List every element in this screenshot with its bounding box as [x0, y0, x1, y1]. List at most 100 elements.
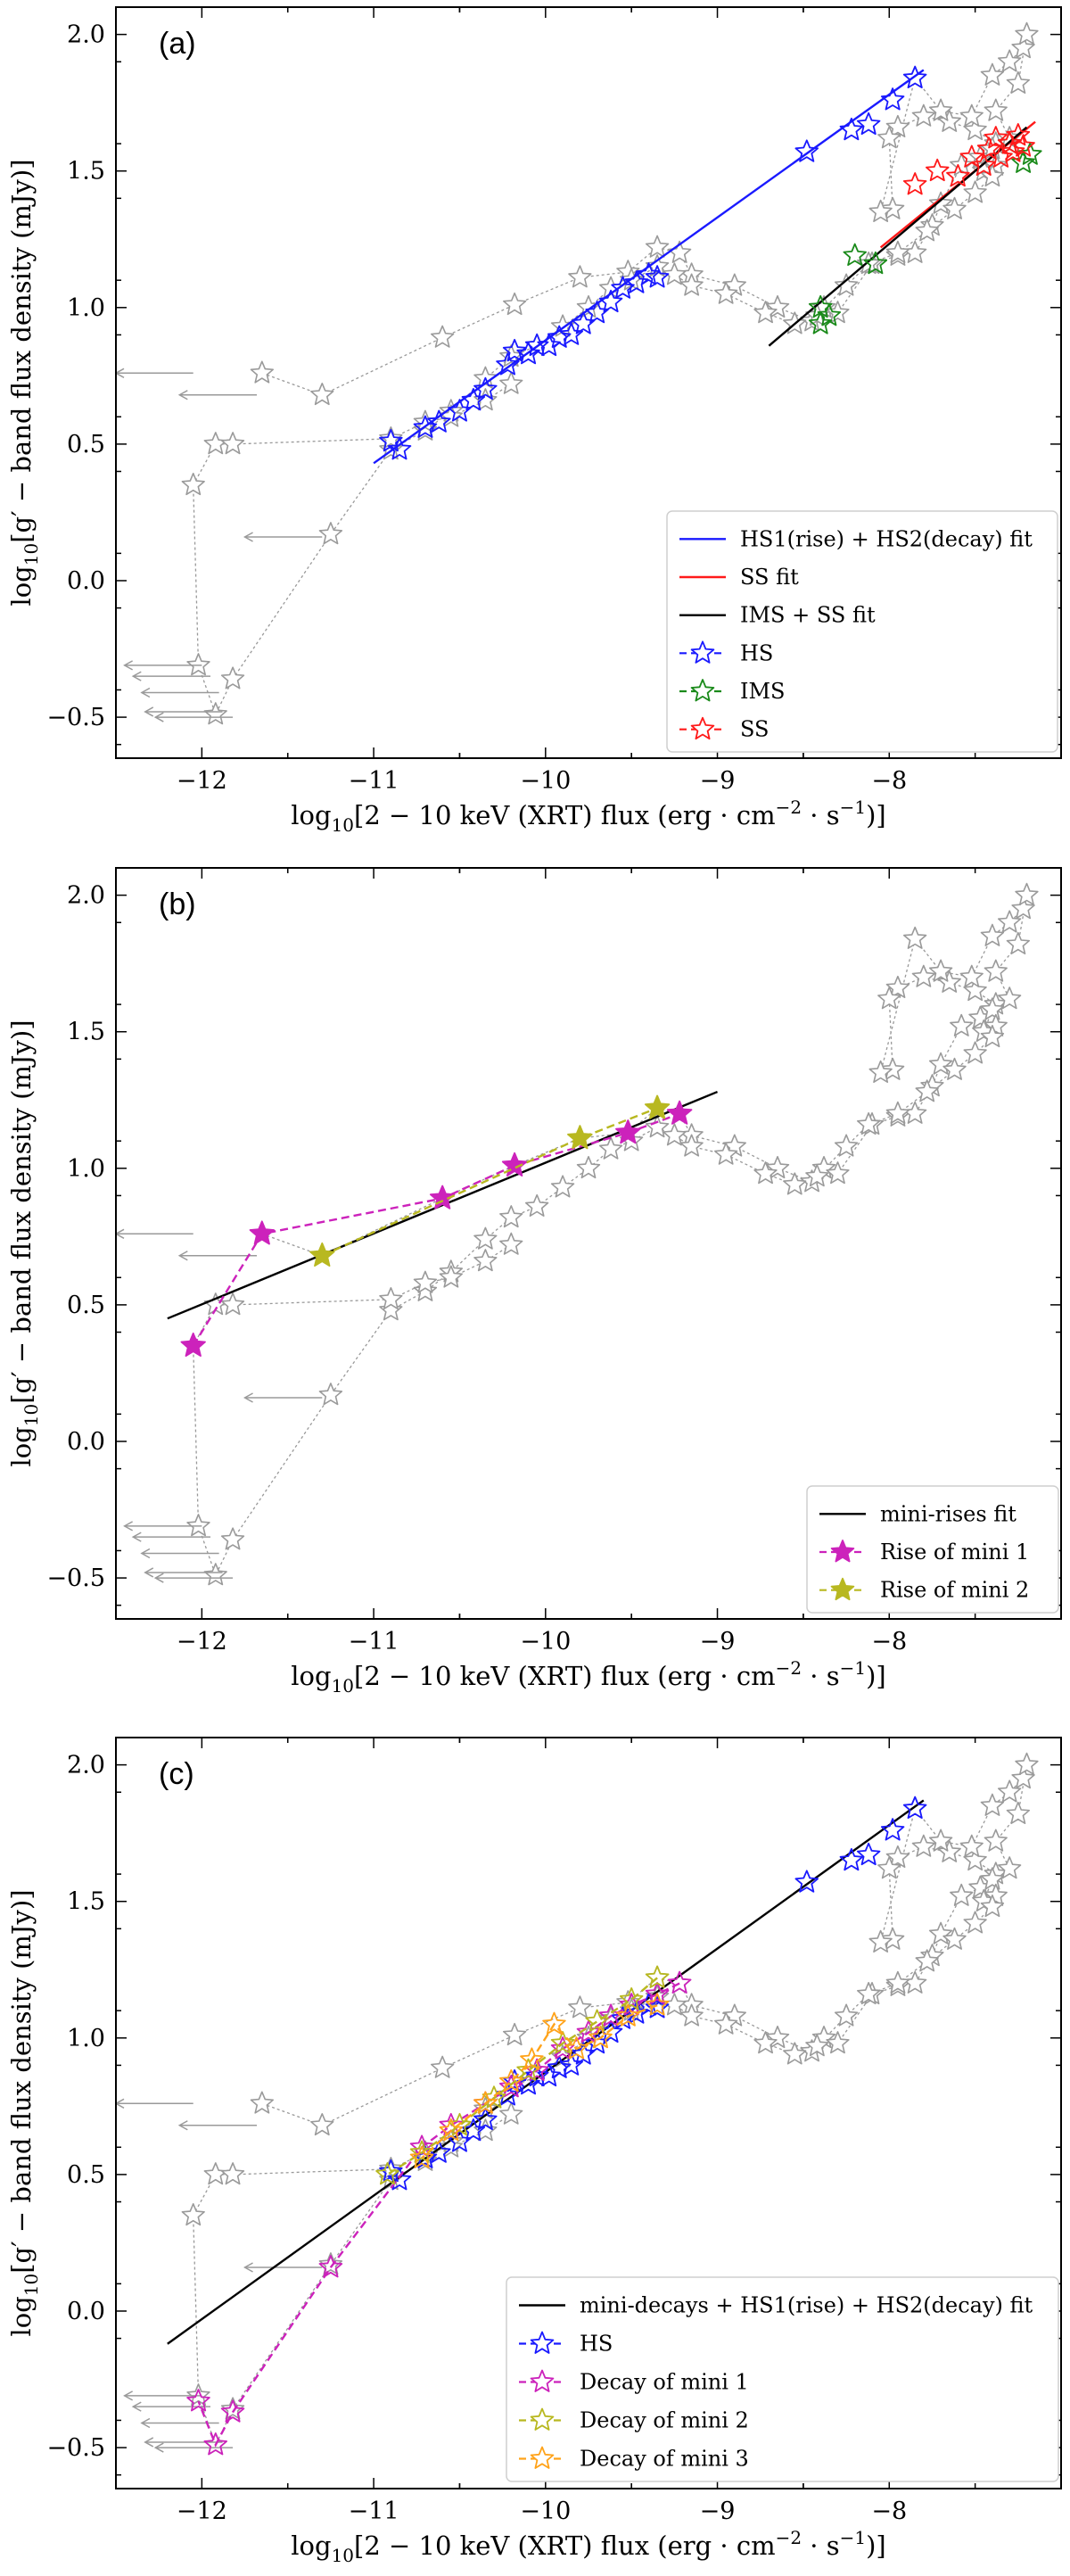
background-track-star	[645, 235, 670, 258]
upper-limit-arrowhead	[131, 671, 142, 681]
series-marker-star	[1006, 122, 1031, 146]
y-axis-title: log10[g′ − band flux density (mJy)]	[6, 1889, 42, 2336]
background-track-star	[998, 49, 1022, 72]
background-track-star	[413, 1270, 438, 1293]
background-track-star	[915, 1949, 939, 1972]
fit-line	[373, 69, 925, 465]
background-track-star	[980, 1025, 1005, 1048]
series-marker-star	[616, 2003, 640, 2027]
background-track-star	[1011, 1766, 1035, 1789]
series-marker-star	[902, 65, 927, 88]
background-track-star	[502, 292, 527, 316]
y-tick-label: 0.5	[67, 431, 105, 458]
x-tick-label: −9	[700, 767, 736, 795]
series-marker-star	[499, 2074, 523, 2098]
background-track-star	[880, 1927, 905, 1950]
background-track-star	[250, 2091, 275, 2114]
background-track-star	[473, 1249, 498, 1272]
background-track-star	[783, 2042, 807, 2065]
background-track-star	[885, 1970, 910, 1994]
background-track-star	[430, 2055, 455, 2078]
background-track-star	[713, 2011, 738, 2035]
series-marker-star	[318, 2255, 343, 2278]
background-track-star	[220, 1292, 245, 1316]
series-connector-line	[321, 1107, 658, 1257]
fit-line	[768, 126, 1028, 347]
series-marker-star	[585, 2009, 609, 2032]
series-marker-star	[645, 1965, 670, 1988]
series-marker-star	[220, 2399, 245, 2423]
upper-limit-arrowhead	[243, 532, 253, 542]
series-marker-star	[542, 2011, 566, 2035]
series-marker-star	[880, 1818, 905, 1841]
legend-label: IMS + SS fit	[740, 603, 876, 628]
background-track-star	[753, 2031, 778, 2054]
background-track-star	[713, 1142, 738, 1165]
series-marker-star	[588, 2025, 613, 2049]
background-track-star	[1015, 882, 1039, 905]
background-track-star	[980, 923, 1005, 946]
series-marker-star	[387, 2167, 412, 2191]
background-track-star	[885, 1101, 910, 1124]
legend-label: mini-decays + HS1(rise) + HS2(decay) fit	[580, 2293, 1033, 2318]
series-marker-star	[984, 126, 1008, 149]
upper-limit-arrowhead	[144, 2437, 154, 2448]
background-track-star	[1006, 70, 1030, 94]
series-marker-star	[598, 2019, 623, 2043]
legend-label: Decay of mini 1	[580, 2370, 749, 2395]
series-marker-star	[203, 2432, 228, 2456]
y-tick-label: 2.0	[67, 1752, 105, 1779]
series-marker-star	[902, 1796, 927, 1819]
legend-box	[506, 2276, 1059, 2482]
legend-star-swatch	[530, 2446, 555, 2469]
background-track-star	[1006, 1801, 1030, 1824]
background-track-star	[998, 1856, 1022, 1879]
background-track-star	[937, 109, 961, 132]
background-track-star	[937, 970, 961, 993]
background-track-star	[984, 98, 1008, 121]
background-track-star	[963, 1041, 987, 1064]
legend-star-swatch	[690, 679, 715, 702]
background-track-star	[439, 2134, 464, 2158]
background-track-star	[880, 196, 905, 219]
series-marker-star	[794, 1870, 819, 1893]
legend-label: Rise of mini 1	[880, 1540, 1029, 1565]
series-marker-star	[516, 2058, 540, 2082]
legend-star-swatch	[830, 1577, 855, 1601]
legend-star-swatch	[530, 2331, 555, 2354]
upper-limit-arrowhead	[123, 2390, 134, 2401]
series-connector-line	[386, 1977, 658, 2176]
series-marker-star	[564, 2036, 588, 2060]
upper-limit-arrowhead	[140, 1548, 151, 1559]
background-track-star	[220, 666, 245, 689]
background-track-star	[911, 1834, 935, 1857]
y-tick-label: 2.0	[67, 21, 105, 49]
x-tick-label: −10	[520, 767, 571, 795]
series-marker-star	[645, 1993, 670, 2016]
background-track-star	[783, 1172, 807, 1195]
background-track-star	[928, 959, 953, 982]
y-tick-label: 0.0	[67, 1428, 105, 1456]
y-tick-label: 0.0	[67, 2298, 105, 2325]
background-track-star	[834, 2003, 859, 2027]
background-track-star	[998, 987, 1022, 1010]
y-tick-label: 1.5	[67, 158, 105, 186]
series-marker-star	[645, 1981, 670, 2005]
upper-limit-arrowhead	[243, 2262, 253, 2273]
x-tick-label: −8	[871, 1628, 907, 1655]
series-marker-star	[186, 2389, 210, 2412]
background-track-star	[980, 1867, 1005, 1890]
legend-label: HS	[580, 2332, 613, 2357]
series-marker-star	[926, 158, 950, 182]
background-track-star	[868, 1060, 893, 1083]
background-track-star	[186, 2383, 210, 2407]
series-marker-star	[576, 2019, 601, 2043]
series-marker-star	[499, 2068, 523, 2093]
series-marker-star	[619, 1986, 644, 2010]
background-track-star	[937, 1839, 961, 1862]
background-track-star	[186, 653, 210, 676]
background-track-star	[826, 2031, 850, 2054]
background-track-star	[1011, 896, 1035, 920]
background-track-star	[880, 1057, 905, 1080]
series-marker-star	[794, 139, 819, 162]
